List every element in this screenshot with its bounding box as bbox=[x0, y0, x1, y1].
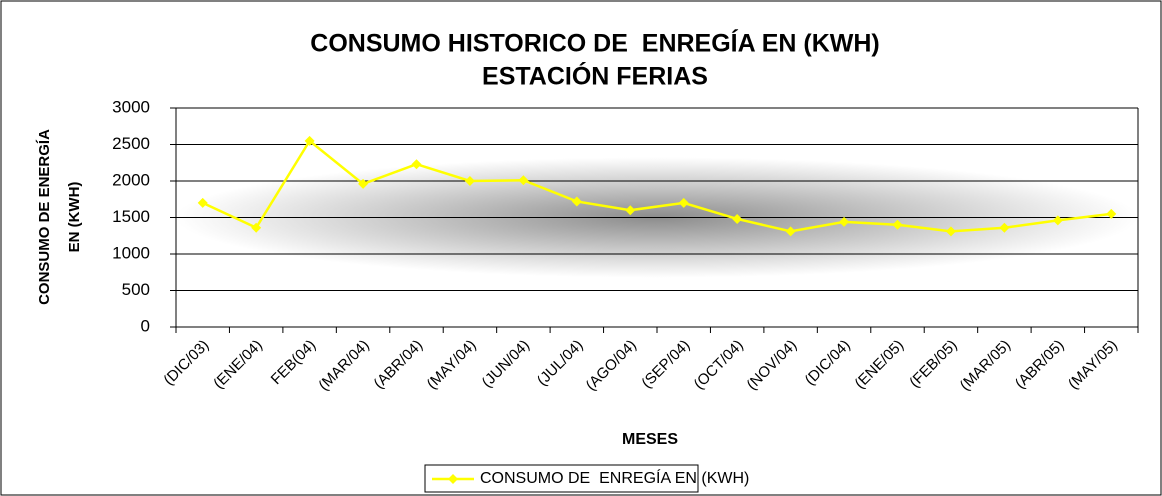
data-point bbox=[1106, 208, 1117, 219]
y-tick-label: 2500 bbox=[112, 134, 150, 153]
data-point bbox=[625, 205, 636, 216]
y-axis-label: CONSUMO DE ENERGÍA bbox=[36, 129, 53, 305]
data-point bbox=[839, 216, 850, 227]
data-point bbox=[785, 226, 796, 237]
y-tick-label: 0 bbox=[141, 316, 150, 335]
y-axis-label: EN (KWH) bbox=[66, 182, 83, 253]
legend-marker bbox=[448, 474, 458, 484]
data-point bbox=[197, 197, 208, 208]
data-point bbox=[945, 226, 956, 237]
data-point bbox=[732, 213, 743, 224]
data-point bbox=[358, 178, 369, 189]
data-point bbox=[571, 196, 582, 207]
data-point bbox=[678, 197, 689, 208]
data-point bbox=[464, 176, 475, 186]
data-point bbox=[1052, 215, 1063, 226]
data-point bbox=[518, 175, 529, 186]
data-point bbox=[999, 222, 1010, 233]
x-axis-label: MESES bbox=[622, 431, 678, 448]
chart-title: ESTACIÓN FERIAS bbox=[482, 61, 708, 91]
legend-label: CONSUMO DE ENREGÍA EN (KWH) bbox=[480, 468, 749, 487]
data-point bbox=[304, 135, 315, 146]
data-point bbox=[251, 222, 262, 233]
data-line bbox=[202, 138, 1112, 233]
data-point bbox=[411, 159, 422, 170]
y-tick-label: 3000 bbox=[112, 97, 150, 116]
y-tick-label: 1500 bbox=[112, 207, 150, 226]
y-tick-label: 2000 bbox=[112, 170, 150, 189]
y-tick-label: 1000 bbox=[112, 243, 150, 262]
chart-title: CONSUMO HISTORICO DE ENREGÍA EN (KWH) bbox=[310, 29, 879, 58]
data-point bbox=[892, 219, 903, 230]
y-tick-label: 500 bbox=[122, 280, 150, 299]
